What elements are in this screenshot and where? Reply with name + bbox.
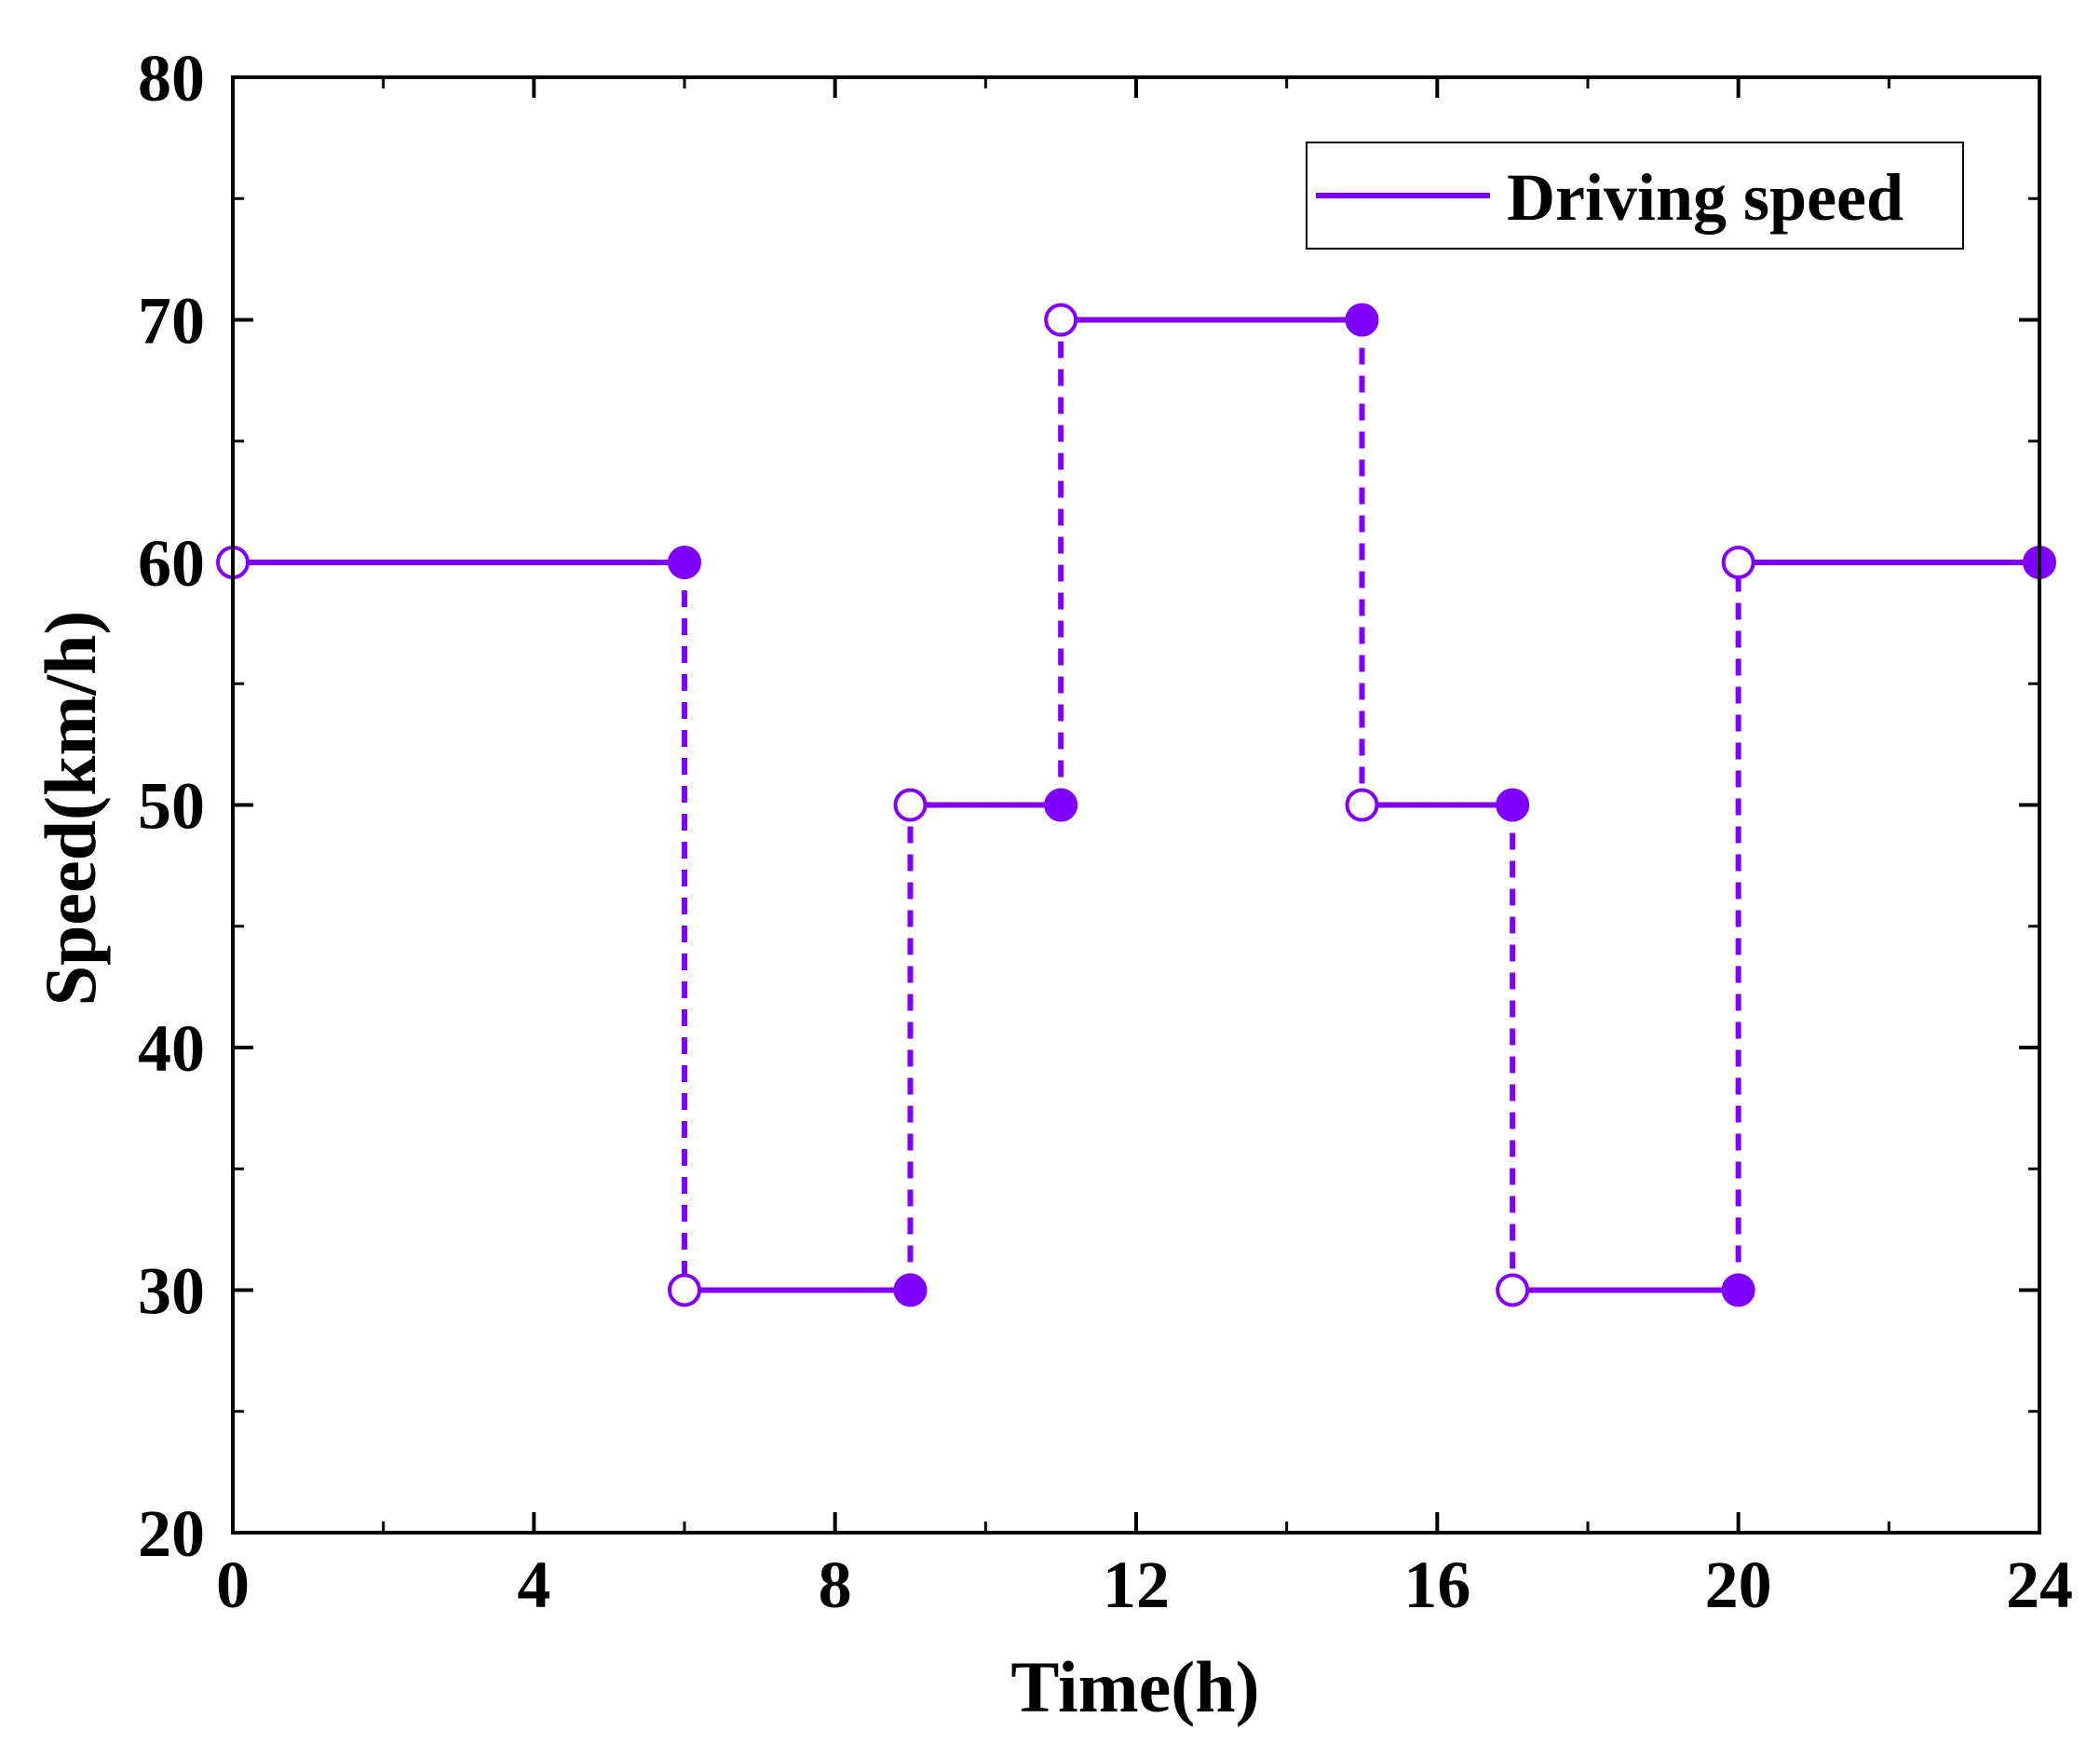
y-tick-label: 80 <box>138 41 205 115</box>
plot-frame <box>231 75 2041 1535</box>
filled-point-marker <box>893 1273 928 1307</box>
x-tick-label: 24 <box>2006 1548 2073 1622</box>
filled-point-marker <box>668 546 701 579</box>
x-tick-labels: 0 4 8 12 16 20 24 <box>216 1548 2073 1622</box>
filled-point-marker <box>1345 303 1379 337</box>
open-point-marker <box>893 788 928 822</box>
open-point-marker <box>668 1273 701 1307</box>
x-tick-label: 12 <box>1103 1548 1170 1622</box>
x-tick-label: 8 <box>819 1548 852 1622</box>
legend-label: Driving speed <box>1507 160 1904 235</box>
y-tick-label: 60 <box>138 526 205 601</box>
y-tick-label: 70 <box>138 284 205 358</box>
legend: Driving speed <box>1306 142 1964 250</box>
y-tick-label: 30 <box>138 1254 205 1329</box>
x-tick-label: 20 <box>1705 1548 1772 1622</box>
y-tick-label: 50 <box>138 769 205 844</box>
filled-point-marker <box>1044 788 1078 822</box>
y-tick-label: 40 <box>138 1011 205 1086</box>
y-axis-title: Speed(km/h) <box>30 611 111 1007</box>
filled-point-marker <box>1721 1273 1755 1307</box>
x-axis-title: Time(h) <box>1010 1646 1259 1727</box>
y-tick-labels: 20 30 40 50 60 70 80 <box>138 41 205 1571</box>
x-tick-label: 0 <box>216 1548 250 1622</box>
x-tick-label: 4 <box>517 1548 550 1622</box>
open-point-marker <box>1044 303 1078 337</box>
open-point-marker <box>1721 546 1755 579</box>
x-tick-label: 16 <box>1403 1548 1470 1622</box>
open-point-marker <box>1345 788 1379 822</box>
open-point-marker <box>1496 1273 1530 1307</box>
y-tick-label: 20 <box>138 1496 205 1571</box>
filled-point-marker <box>1496 788 1530 822</box>
